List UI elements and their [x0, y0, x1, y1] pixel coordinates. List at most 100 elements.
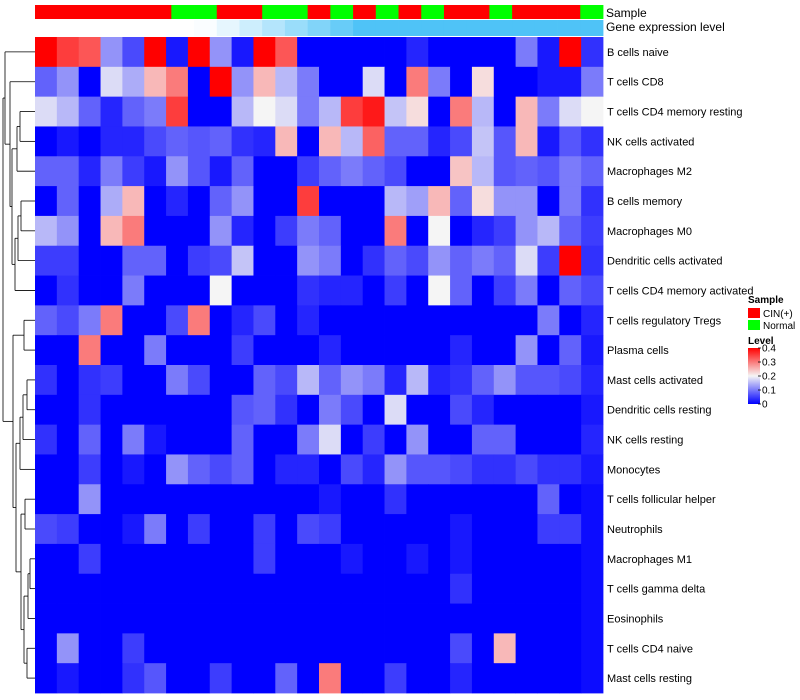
heatmap-cell	[537, 603, 560, 634]
heatmap-cell	[187, 543, 211, 575]
heatmap-cell	[340, 365, 364, 396]
gene-annotation-cell	[171, 20, 195, 36]
heatmap-cell	[231, 245, 254, 276]
heatmap-cell	[231, 37, 254, 68]
heatmap-cell	[122, 186, 145, 217]
heatmap-cell	[144, 573, 167, 604]
heatmap-cell	[187, 186, 211, 217]
heatmap-cell	[581, 126, 604, 157]
heatmap-cell	[78, 394, 101, 426]
heatmap-cell	[559, 603, 582, 634]
heatmap-cell	[122, 215, 145, 247]
heatmap-cell	[253, 215, 276, 247]
heatmap-cell	[581, 156, 604, 187]
heatmap-cell	[581, 365, 604, 396]
heatmap-cell	[493, 365, 517, 396]
heatmap-cell	[209, 454, 233, 485]
heatmap-cell	[231, 573, 254, 604]
heatmap-cell	[100, 245, 123, 276]
gene-annotation-cell	[398, 20, 422, 36]
heatmap-cell	[581, 633, 604, 664]
heatmap-cell	[122, 424, 145, 455]
heatmap-cell	[384, 37, 407, 68]
sample-annotation-cell	[194, 5, 218, 19]
sample-annotation-cell	[125, 5, 149, 19]
heatmap-cell	[166, 424, 189, 455]
heatmap-cell	[253, 454, 276, 485]
heatmap-cell	[209, 245, 233, 276]
heatmap-cell	[493, 424, 517, 455]
heatmap-cell	[384, 126, 407, 157]
heatmap-cell	[56, 633, 80, 664]
heatmap-cell	[515, 245, 538, 276]
heatmap-cell	[515, 365, 538, 396]
heatmap-cell	[35, 633, 58, 664]
heatmap-cell	[144, 424, 167, 455]
heatmap-cell	[319, 305, 342, 336]
heatmap-cell	[56, 663, 80, 694]
heatmap-cell	[581, 394, 604, 426]
heatmap-cell	[581, 186, 604, 217]
heatmap-cell	[428, 484, 451, 515]
sample-annotation-cell	[557, 5, 581, 19]
legend-sample-label: CIN(+)	[763, 309, 793, 320]
heatmap-cell	[253, 275, 276, 306]
heatmap-cell	[559, 156, 582, 187]
heatmap-cell	[471, 484, 495, 515]
heatmap-cell	[450, 454, 473, 485]
heatmap-cell	[253, 156, 276, 187]
heatmap-cell	[187, 156, 211, 187]
heatmap-cell	[406, 543, 429, 575]
heatmap-cell	[515, 424, 538, 455]
gene-annotation-cell	[35, 20, 59, 36]
heatmap-cell	[166, 394, 189, 426]
heatmap-cell	[384, 215, 407, 247]
sample-annotation-cell	[489, 5, 513, 19]
heatmap-cell	[166, 633, 189, 664]
heatmap-cell	[340, 424, 364, 455]
heatmap-cell	[144, 484, 167, 515]
heatmap-cell	[297, 394, 320, 426]
heatmap-cell	[559, 215, 582, 247]
heatmap-cell	[428, 186, 451, 217]
heatmap-cell	[144, 156, 167, 187]
heatmap-cell	[253, 603, 276, 634]
heatmap-cell	[471, 573, 495, 604]
heatmap-cell	[471, 275, 495, 306]
heatmap-cell	[471, 126, 495, 157]
heatmap-cell	[35, 573, 58, 604]
gene-annotation-cell	[353, 20, 377, 36]
heatmap-cell	[450, 603, 473, 634]
heatmap-cell	[340, 484, 364, 515]
heatmap-cell	[231, 424, 254, 455]
heatmap-cell	[471, 514, 495, 545]
heatmap-cell	[406, 305, 429, 336]
heatmap-cell	[100, 424, 123, 455]
heatmap-cell	[144, 633, 167, 664]
heatmap-cell	[319, 633, 342, 664]
gene-annotation-cell	[80, 20, 104, 36]
heatmap-cell	[209, 424, 233, 455]
heatmap-cell	[493, 335, 517, 366]
heatmap-cell	[493, 156, 517, 187]
heatmap-cell	[166, 245, 189, 276]
heatmap-cell	[406, 215, 429, 247]
heatmap-cell	[450, 245, 473, 276]
heatmap-cell	[275, 335, 298, 366]
heatmap-cell	[406, 454, 429, 485]
heatmap-cell	[297, 215, 320, 247]
heatmap-cell	[581, 66, 604, 98]
heatmap-cell	[35, 66, 58, 98]
heatmap-cell	[253, 365, 276, 396]
heatmap-cell	[362, 66, 385, 98]
gene-annotation-cell	[421, 20, 445, 36]
sample-annotation-cell	[512, 5, 536, 19]
heatmap-cell	[362, 96, 385, 127]
heatmap-cell	[275, 603, 298, 634]
heatmap-cell	[56, 394, 80, 426]
heatmap-cell	[340, 305, 364, 336]
heatmap-cell	[362, 305, 385, 336]
heatmap-cell	[35, 484, 58, 515]
heatmap-cell	[537, 186, 560, 217]
heatmap-cell	[340, 335, 364, 366]
